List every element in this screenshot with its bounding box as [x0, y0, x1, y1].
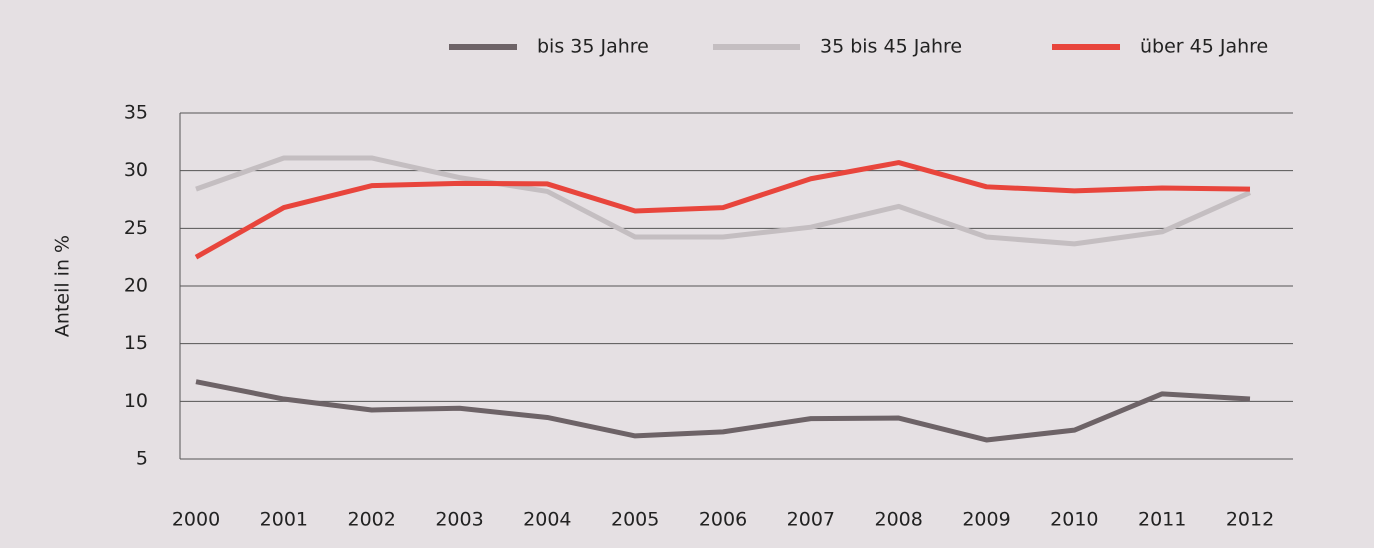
x-tick-label: 2012 [1226, 509, 1274, 531]
x-tick-label: 2009 [962, 509, 1010, 531]
y-tick-label: 25 [124, 217, 148, 239]
x-tick-label: 2004 [523, 509, 571, 531]
y-tick-label: 30 [124, 159, 148, 181]
y-tick-label: 15 [124, 332, 148, 354]
y-tick-label: 20 [124, 275, 148, 297]
legend-label: über 45 Jahre [1140, 36, 1268, 58]
y-tick-label: 5 [136, 448, 148, 470]
legend-label: bis 35 Jahre [537, 36, 649, 58]
x-tick-label: 2002 [347, 509, 395, 531]
series-line [194, 160, 1251, 260]
y-tick-label: 10 [124, 390, 148, 412]
x-tick-label: 2010 [1050, 509, 1098, 531]
y-tick-label: 35 [124, 102, 148, 124]
legend-label: 35 bis 45 Jahre [820, 36, 962, 58]
x-tick-label: 2001 [260, 509, 308, 531]
x-tick-label: 2011 [1138, 509, 1186, 531]
y-axis-label: Anteil in % [52, 235, 74, 337]
x-tick-label: 2000 [172, 509, 220, 531]
x-tick-label: 2008 [874, 509, 922, 531]
x-tick-label: 2003 [435, 509, 483, 531]
series-line [195, 155, 1252, 247]
x-tick-label: 2006 [699, 509, 747, 531]
series-line [195, 379, 1251, 443]
x-tick-label: 2005 [611, 509, 659, 531]
x-tick-label: 2007 [787, 509, 835, 531]
